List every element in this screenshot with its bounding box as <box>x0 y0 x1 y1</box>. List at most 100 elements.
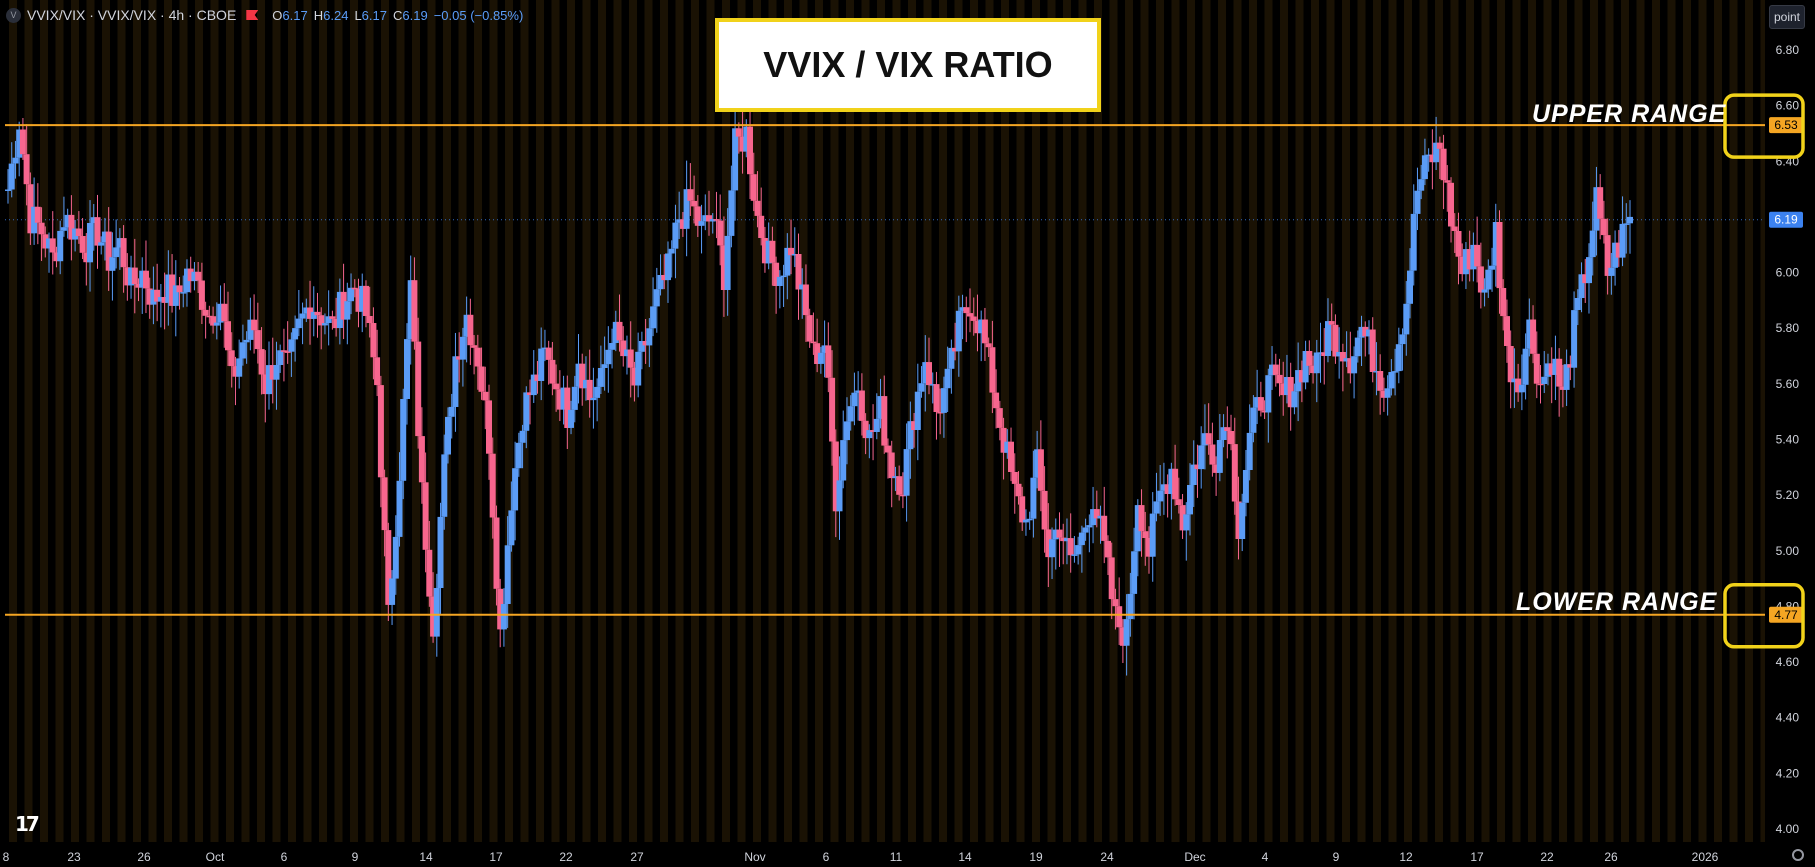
price-axis[interactable]: 6.806.606.406.206.005.805.605.405.205.00… <box>1765 0 1815 867</box>
candle-body <box>1257 397 1264 411</box>
candle-body <box>8 163 15 190</box>
session-stripe <box>1559 0 1567 842</box>
candle <box>1045 503 1052 587</box>
flag-icon[interactable] <box>246 10 259 20</box>
price-label-text: 6.53 <box>1774 118 1798 132</box>
ohlc-close-key: C <box>392 7 403 23</box>
candle <box>1567 355 1574 381</box>
session-stripe <box>458 0 467 842</box>
candle <box>1518 354 1525 411</box>
candle-body <box>1448 182 1454 227</box>
candle <box>851 372 858 426</box>
candle-body <box>568 409 574 428</box>
session-stripe <box>474 0 482 842</box>
candle-body <box>329 316 336 319</box>
session-stripe <box>1714 0 1722 842</box>
candle <box>27 172 34 245</box>
candle-body <box>1168 468 1175 494</box>
candle <box>135 278 142 302</box>
candle <box>500 588 507 647</box>
candle-body <box>247 319 254 340</box>
candle <box>113 219 120 269</box>
candle-body <box>1306 351 1313 366</box>
time-tick-label: 26 <box>1604 850 1618 864</box>
candle <box>586 349 593 418</box>
candle-body <box>314 311 321 316</box>
candle <box>1105 535 1111 576</box>
candle-body <box>1224 427 1231 431</box>
candle-body <box>687 189 694 201</box>
candle <box>1153 472 1160 522</box>
candle-body <box>1496 222 1503 289</box>
candle <box>1127 572 1134 637</box>
candle-body <box>1612 242 1619 268</box>
session-stripe <box>613 0 622 842</box>
candle-body <box>1552 358 1559 375</box>
session-stripe <box>1450 0 1459 842</box>
candle <box>415 317 422 449</box>
candle-body <box>1075 545 1082 555</box>
candle <box>411 257 418 350</box>
session-stripe <box>1094 0 1102 842</box>
candle-body <box>668 248 675 254</box>
candle-body <box>1489 265 1495 270</box>
candle-body <box>1037 449 1044 491</box>
price-tick-label: 4.40 <box>1776 711 1800 725</box>
session-stripe <box>1109 0 1118 842</box>
candle-body <box>1425 154 1432 157</box>
candle <box>247 297 254 351</box>
candle <box>1414 167 1421 231</box>
candle <box>1328 303 1335 351</box>
candle-body <box>150 289 157 305</box>
scale-mode-button[interactable]: point <box>1769 5 1805 29</box>
candle <box>314 292 321 338</box>
candle <box>1049 527 1055 580</box>
candle-body <box>631 367 638 386</box>
session-stripe <box>272 0 281 842</box>
range-lines <box>5 124 1765 616</box>
candle <box>1492 203 1499 287</box>
candle-body <box>1615 242 1622 258</box>
candle <box>564 375 571 450</box>
candle <box>948 339 955 394</box>
candle <box>336 278 343 345</box>
candle <box>1272 353 1279 387</box>
candle <box>967 288 973 333</box>
candle-body <box>672 222 679 249</box>
time-axis[interactable]: 8 23 26 Oct 6 9 14 17 22 27 Nov 6 11 14 19 24 Dec 4 9 12 17 2… <box>0 842 1815 867</box>
candle-body <box>389 578 396 605</box>
candle <box>1052 518 1059 570</box>
candle <box>87 200 93 292</box>
candle <box>549 341 556 396</box>
settings-gear-icon[interactable] <box>1792 849 1804 861</box>
candle-body <box>1149 513 1156 557</box>
candle <box>1380 377 1387 412</box>
candle <box>1313 339 1320 403</box>
candle <box>210 306 217 334</box>
candle-body <box>1056 529 1063 538</box>
candle-body <box>1362 326 1369 337</box>
candle-body <box>157 297 164 302</box>
tradingview-logo-icon[interactable]: 17 <box>15 812 40 836</box>
candle-body <box>83 252 90 263</box>
candle <box>1347 331 1354 384</box>
candle <box>329 310 336 330</box>
session-stripe <box>985 0 994 842</box>
candle <box>377 375 384 508</box>
candle <box>236 339 243 389</box>
candle <box>504 516 511 628</box>
candle <box>512 441 519 541</box>
candle <box>1276 358 1283 397</box>
symbol-line[interactable]: VVIX/VIX · VVIX/VIX · 4h · CBOE <box>27 7 237 23</box>
session-stripe <box>691 0 699 842</box>
candle-body <box>534 374 541 381</box>
session-stripe <box>9 0 17 842</box>
candle-body <box>1548 363 1555 375</box>
candle-body <box>1492 222 1499 266</box>
candle-body <box>1392 371 1399 373</box>
candle <box>1563 349 1570 406</box>
symbol-header[interactable]: V VVIX/VIX · VVIX/VIX · 4h · CBOE O6.17 … <box>6 5 523 25</box>
candle <box>1172 444 1179 506</box>
candle <box>381 469 388 557</box>
